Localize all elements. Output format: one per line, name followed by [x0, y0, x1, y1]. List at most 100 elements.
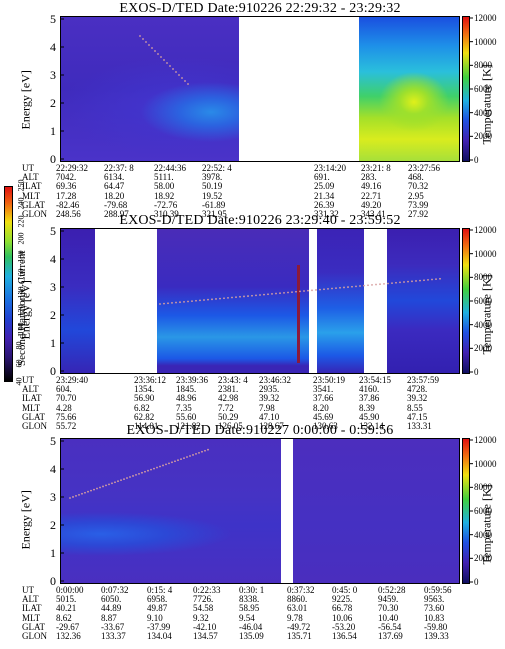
eph-value: 47.10 [259, 411, 280, 422]
eph-value: 25.09 [314, 181, 335, 192]
eph-value: 6050. [101, 594, 122, 605]
eph-value: 9563. [424, 594, 445, 605]
harmonic-tick-80: 80 [14, 341, 24, 350]
eph-value: 331.32 [314, 209, 339, 220]
eph-value: 343.41 [361, 209, 386, 220]
eph-value: 7.98 [259, 402, 275, 413]
eph-value: 18.20 [104, 190, 125, 201]
eph-value: 126.05 [218, 421, 243, 432]
panel1-eph-col: 23:27:56 468. 70.32 2.95 73.99 27.92 [408, 163, 441, 220]
panel2-eph-col: 23:57:59 4728. 39.32 8.55 47.15 133.31 [407, 375, 439, 431]
eph-value: 62.82 [134, 411, 155, 422]
eph-value: 22:29:32 [56, 163, 89, 173]
eph-value: 23:46:32 [259, 375, 292, 385]
eph-value: 691. [314, 172, 330, 183]
eph-value: 19.52 [202, 190, 223, 201]
panel3-ytick-3: 3 [50, 490, 56, 504]
eph-value: 137.69 [378, 631, 403, 642]
panel2-eph-col: 23:39:36 1845. 48.96 7.35 55.60 121.82 [176, 375, 208, 431]
panel2-eph-col: 23:46:32 2935. 39.32 7.98 47.10 128.67 [259, 375, 292, 431]
panel3-eph-col: 0:30: 1 8338. 58.95 9.54 -46.04 135.09 [239, 585, 264, 642]
eph-value: 604. [56, 384, 72, 395]
panel2-ytick-0: 0 [50, 364, 56, 378]
eph-value: 5015. [56, 594, 77, 605]
eph-label: ALT [22, 384, 39, 395]
eph-value: -59.80 [424, 621, 448, 632]
panel1-rtick-0: 0 [474, 155, 479, 165]
panel2-rtick-2000: 2000 [474, 343, 492, 354]
eph-value: 135.09 [239, 631, 264, 642]
harmonic-colorbar [4, 186, 13, 382]
eph-value: 8.55 [407, 402, 423, 413]
eph-label: MLT [22, 612, 41, 623]
panel1-rtick-10000: 10000 [474, 36, 497, 47]
panel3-colorbar [462, 438, 470, 584]
panel2-spike [297, 265, 300, 363]
panel1-spectrogram-left [61, 17, 239, 161]
eph-label: ALT [22, 172, 39, 183]
eph-value: 9459. [378, 594, 399, 605]
eph-value: 130.63 [313, 421, 338, 432]
panel1-ytick-5: 5 [50, 12, 56, 26]
eph-value: 23:14:20 [314, 163, 347, 173]
eph-label: ILAT [22, 181, 42, 192]
harmonic-tick-180: 180 [16, 250, 26, 263]
eph-value: 288.97 [104, 209, 129, 220]
eph-value: 56.90 [134, 393, 155, 404]
eph-value: 6134. [104, 172, 125, 183]
eph-value: 27.92 [408, 209, 429, 220]
panel3-eph-col: 0:22:33 7726. 54.58 9.32 -42.10 134.57 [193, 585, 221, 641]
eph-value: 321.95 [202, 209, 227, 220]
panel1-eph-col: 22:37: 8 6134. 64.47 18.20 -79.68 288.97 [104, 163, 134, 220]
eph-value: 55.60 [176, 411, 197, 422]
panel2-eph-col: 23:50:19 3541. 37.66 8.20 45.69 130.63 [313, 375, 345, 432]
eph-value: 134.04 [147, 631, 172, 642]
panel1-spectrogram-right [359, 17, 459, 161]
eph-value: 40.21 [56, 603, 77, 614]
harmonic-tick-160: 160 [16, 268, 26, 281]
eph-value: 7.72 [218, 402, 234, 413]
panel1-eph-labels: UT ALT ILAT MLT GLAT GLON [22, 163, 47, 219]
panel2-colorbar [462, 228, 470, 374]
eph-value: 139.33 [424, 631, 449, 642]
panel2-eph-col: 23:29:40 604. 70.70 4.28 75.66 55.72 [56, 375, 88, 431]
eph-value: 73.99 [408, 199, 429, 210]
eph-value: 48.96 [176, 393, 197, 404]
panel1-eph-col: 23:14:20 691. 25.09 21.34 26.39 331.32 [314, 163, 347, 220]
eph-value: -42.10 [193, 621, 217, 632]
eph-label: GLON [22, 421, 47, 432]
panel1-ytick-4: 4 [50, 40, 56, 54]
panel2-ytick-3: 3 [50, 280, 56, 294]
eph-value: 132.14 [359, 421, 384, 432]
eph-value: 5111. [154, 172, 174, 183]
eph-value: 44.89 [101, 603, 122, 614]
panel1-eph-col: 22:29:32 7042. 69.36 17.28 -82.46 248.56 [56, 163, 89, 219]
eph-value: 6.82 [134, 402, 150, 413]
panel2-ytick-4: 4 [50, 252, 56, 266]
eph-value: -49.72 [287, 621, 311, 632]
eph-value: -56.54 [378, 621, 402, 632]
panel2-rtick-8000: 8000 [474, 272, 492, 283]
panel1-rtick-2000: 2000 [474, 131, 492, 142]
eph-label: MLT [22, 402, 41, 413]
eph-value: 39.32 [259, 393, 280, 404]
panel2-spectrogram-b [157, 229, 309, 373]
eph-value: 47.15 [407, 411, 428, 422]
eph-value: 22:52: 4 [202, 163, 232, 173]
eph-value: 7.35 [176, 402, 192, 413]
panel2-eph-col: 23:54:15 4160. 37.86 8.39 45.90 132.14 [359, 375, 391, 432]
eph-value: 0:00:00 [56, 585, 84, 595]
panel1-ytick-0: 0 [50, 152, 56, 166]
panel1-ytick-2: 2 [50, 96, 56, 110]
panel2-rtick-4000: 4000 [474, 319, 492, 330]
eph-value: 23:27:56 [408, 163, 441, 173]
eph-value: 10.83 [424, 612, 445, 623]
eph-value: -29.67 [56, 621, 80, 632]
panel1-eph-col: 22:52: 4 3978. 50.19 19.52 -61.89 321.95 [202, 163, 232, 220]
eph-value: 4.28 [56, 402, 72, 413]
panel2-rtick-12000: 12000 [474, 225, 497, 235]
eph-value: 69.36 [56, 181, 77, 192]
eph-value: 73.60 [424, 603, 445, 614]
panel3-ytick-2: 2 [50, 518, 56, 532]
eph-value: 75.66 [56, 411, 77, 422]
